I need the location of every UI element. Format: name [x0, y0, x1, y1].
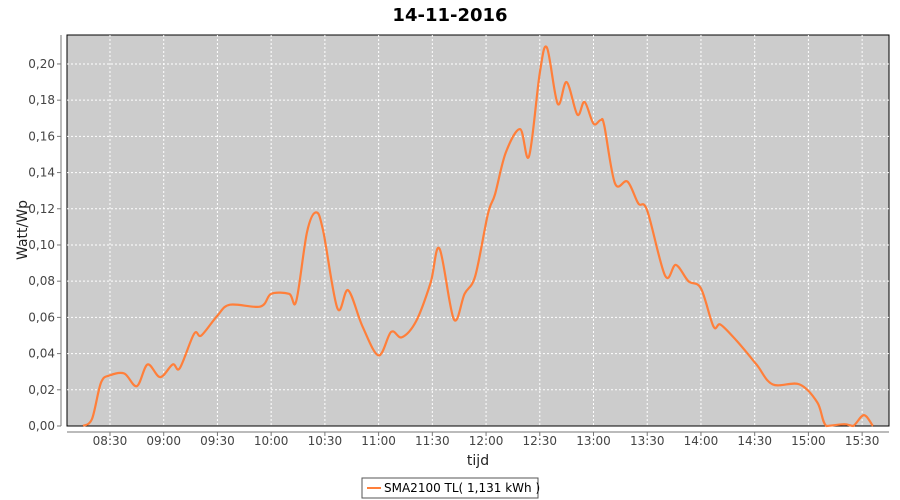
- x-tick-label: 13:30: [630, 434, 665, 448]
- plot-area: [66, 34, 890, 427]
- y-tick-label: 0,14: [28, 166, 55, 180]
- y-tick-label: 0,18: [28, 93, 55, 107]
- legend-entry: SMA2100 TL( 1,131 kWh ): [384, 481, 540, 495]
- x-tick-label: 14:00: [684, 434, 719, 448]
- y-tick-label: 0,12: [28, 202, 55, 216]
- x-tick-label: 10:00: [254, 434, 289, 448]
- axes: 08:30 09:00 09:30 10:00 10:30 11:00 11:30 12:00…: [28, 35, 889, 448]
- y-tick-label: 0,08: [28, 274, 55, 288]
- x-tick-label: 11:30: [415, 434, 450, 448]
- x-tick-label: 10:30: [308, 434, 343, 448]
- x-tick-label: 15:00: [791, 434, 826, 448]
- y-tick-label: 0,02: [28, 383, 55, 397]
- y-tick-label: 0,04: [28, 347, 55, 361]
- y-tick-label: 0,06: [28, 310, 55, 324]
- y-tick-label: 0,20: [28, 57, 55, 71]
- x-axis-label: tijd: [467, 453, 489, 469]
- x-tick-label: 08:30: [93, 434, 128, 448]
- x-tick-label: 14:30: [737, 434, 772, 448]
- x-tick-label: 13:00: [576, 434, 611, 448]
- grid: [67, 35, 889, 426]
- legend-box: [361, 477, 539, 499]
- y-tick-label: 0,00: [28, 419, 55, 433]
- x-tick-label: 12:30: [522, 434, 557, 448]
- y-tick-label: 0,10: [28, 238, 55, 252]
- x-tick-label: 15:30: [845, 434, 880, 448]
- x-tick-label: 11:00: [361, 434, 396, 448]
- x-tick-label: 09:30: [200, 434, 235, 448]
- y-tick-label: 0,16: [28, 129, 55, 143]
- legend: SMA2100 TL( 1,131 kWh ): [361, 477, 540, 499]
- y-axis-label: Watt/Wp: [15, 200, 31, 260]
- x-tick-label: 09:00: [146, 434, 181, 448]
- series-line: [82, 45, 874, 428]
- x-tick-label: 12:00: [469, 434, 504, 448]
- chart-title: 14-11-2016: [392, 5, 507, 26]
